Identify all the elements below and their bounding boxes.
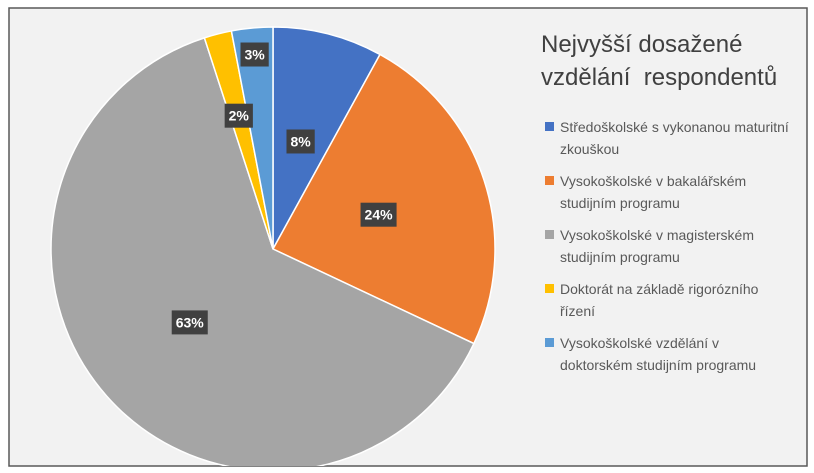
data-label-bg (240, 42, 269, 67)
chart-title: Nejvyšší dosažené vzdělání respondentů (541, 31, 778, 91)
pie-slice (272, 26, 381, 250)
pie-slice (230, 26, 274, 250)
data-label: 63% (176, 314, 205, 330)
data-label: 2% (229, 108, 250, 124)
legend-item: Vysokoškolské v magisterském studijním p… (545, 224, 792, 268)
legend-item: Středoškolské s vykonanou maturitní zkou… (545, 116, 792, 160)
data-label-bg (171, 310, 208, 335)
legend: Středoškolské s vykonanou maturitní zkou… (545, 116, 800, 386)
legend-swatch (545, 176, 554, 185)
data-label-bg (360, 202, 397, 227)
pie-slice (271, 53, 496, 345)
legend-label: Doktorát na základě rigorózního řízení (560, 281, 759, 319)
legend-label: Středoškolské s vykonanou maturitní zkou… (560, 119, 789, 157)
legend-swatch (545, 338, 554, 347)
legend-label: Vysokoškolské vzdělání v doktorském stud… (560, 335, 757, 373)
pie-slice (50, 36, 475, 466)
legend-swatch (545, 122, 554, 131)
data-label-bg (224, 103, 253, 128)
data-label: 8% (290, 133, 311, 149)
legend-swatch (545, 230, 554, 239)
legend-label: Vysokoškolské v bakalářském studijním pr… (560, 173, 747, 211)
legend-label: Vysokoškolské v magisterském studijním p… (560, 227, 754, 265)
legend-item: Doktorát na základě rigorózního řízení (545, 278, 792, 322)
legend-item: Vysokoškolské v bakalářském studijním pr… (545, 170, 792, 214)
legend-item: Vysokoškolské vzdělání v doktorském stud… (545, 332, 792, 376)
pie: 8% 24% 63% 2% 3% (50, 26, 496, 466)
data-label: 3% (244, 47, 265, 63)
data-label: 24% (365, 207, 394, 223)
data-label-bg (286, 129, 315, 154)
legend-swatch (545, 284, 554, 293)
